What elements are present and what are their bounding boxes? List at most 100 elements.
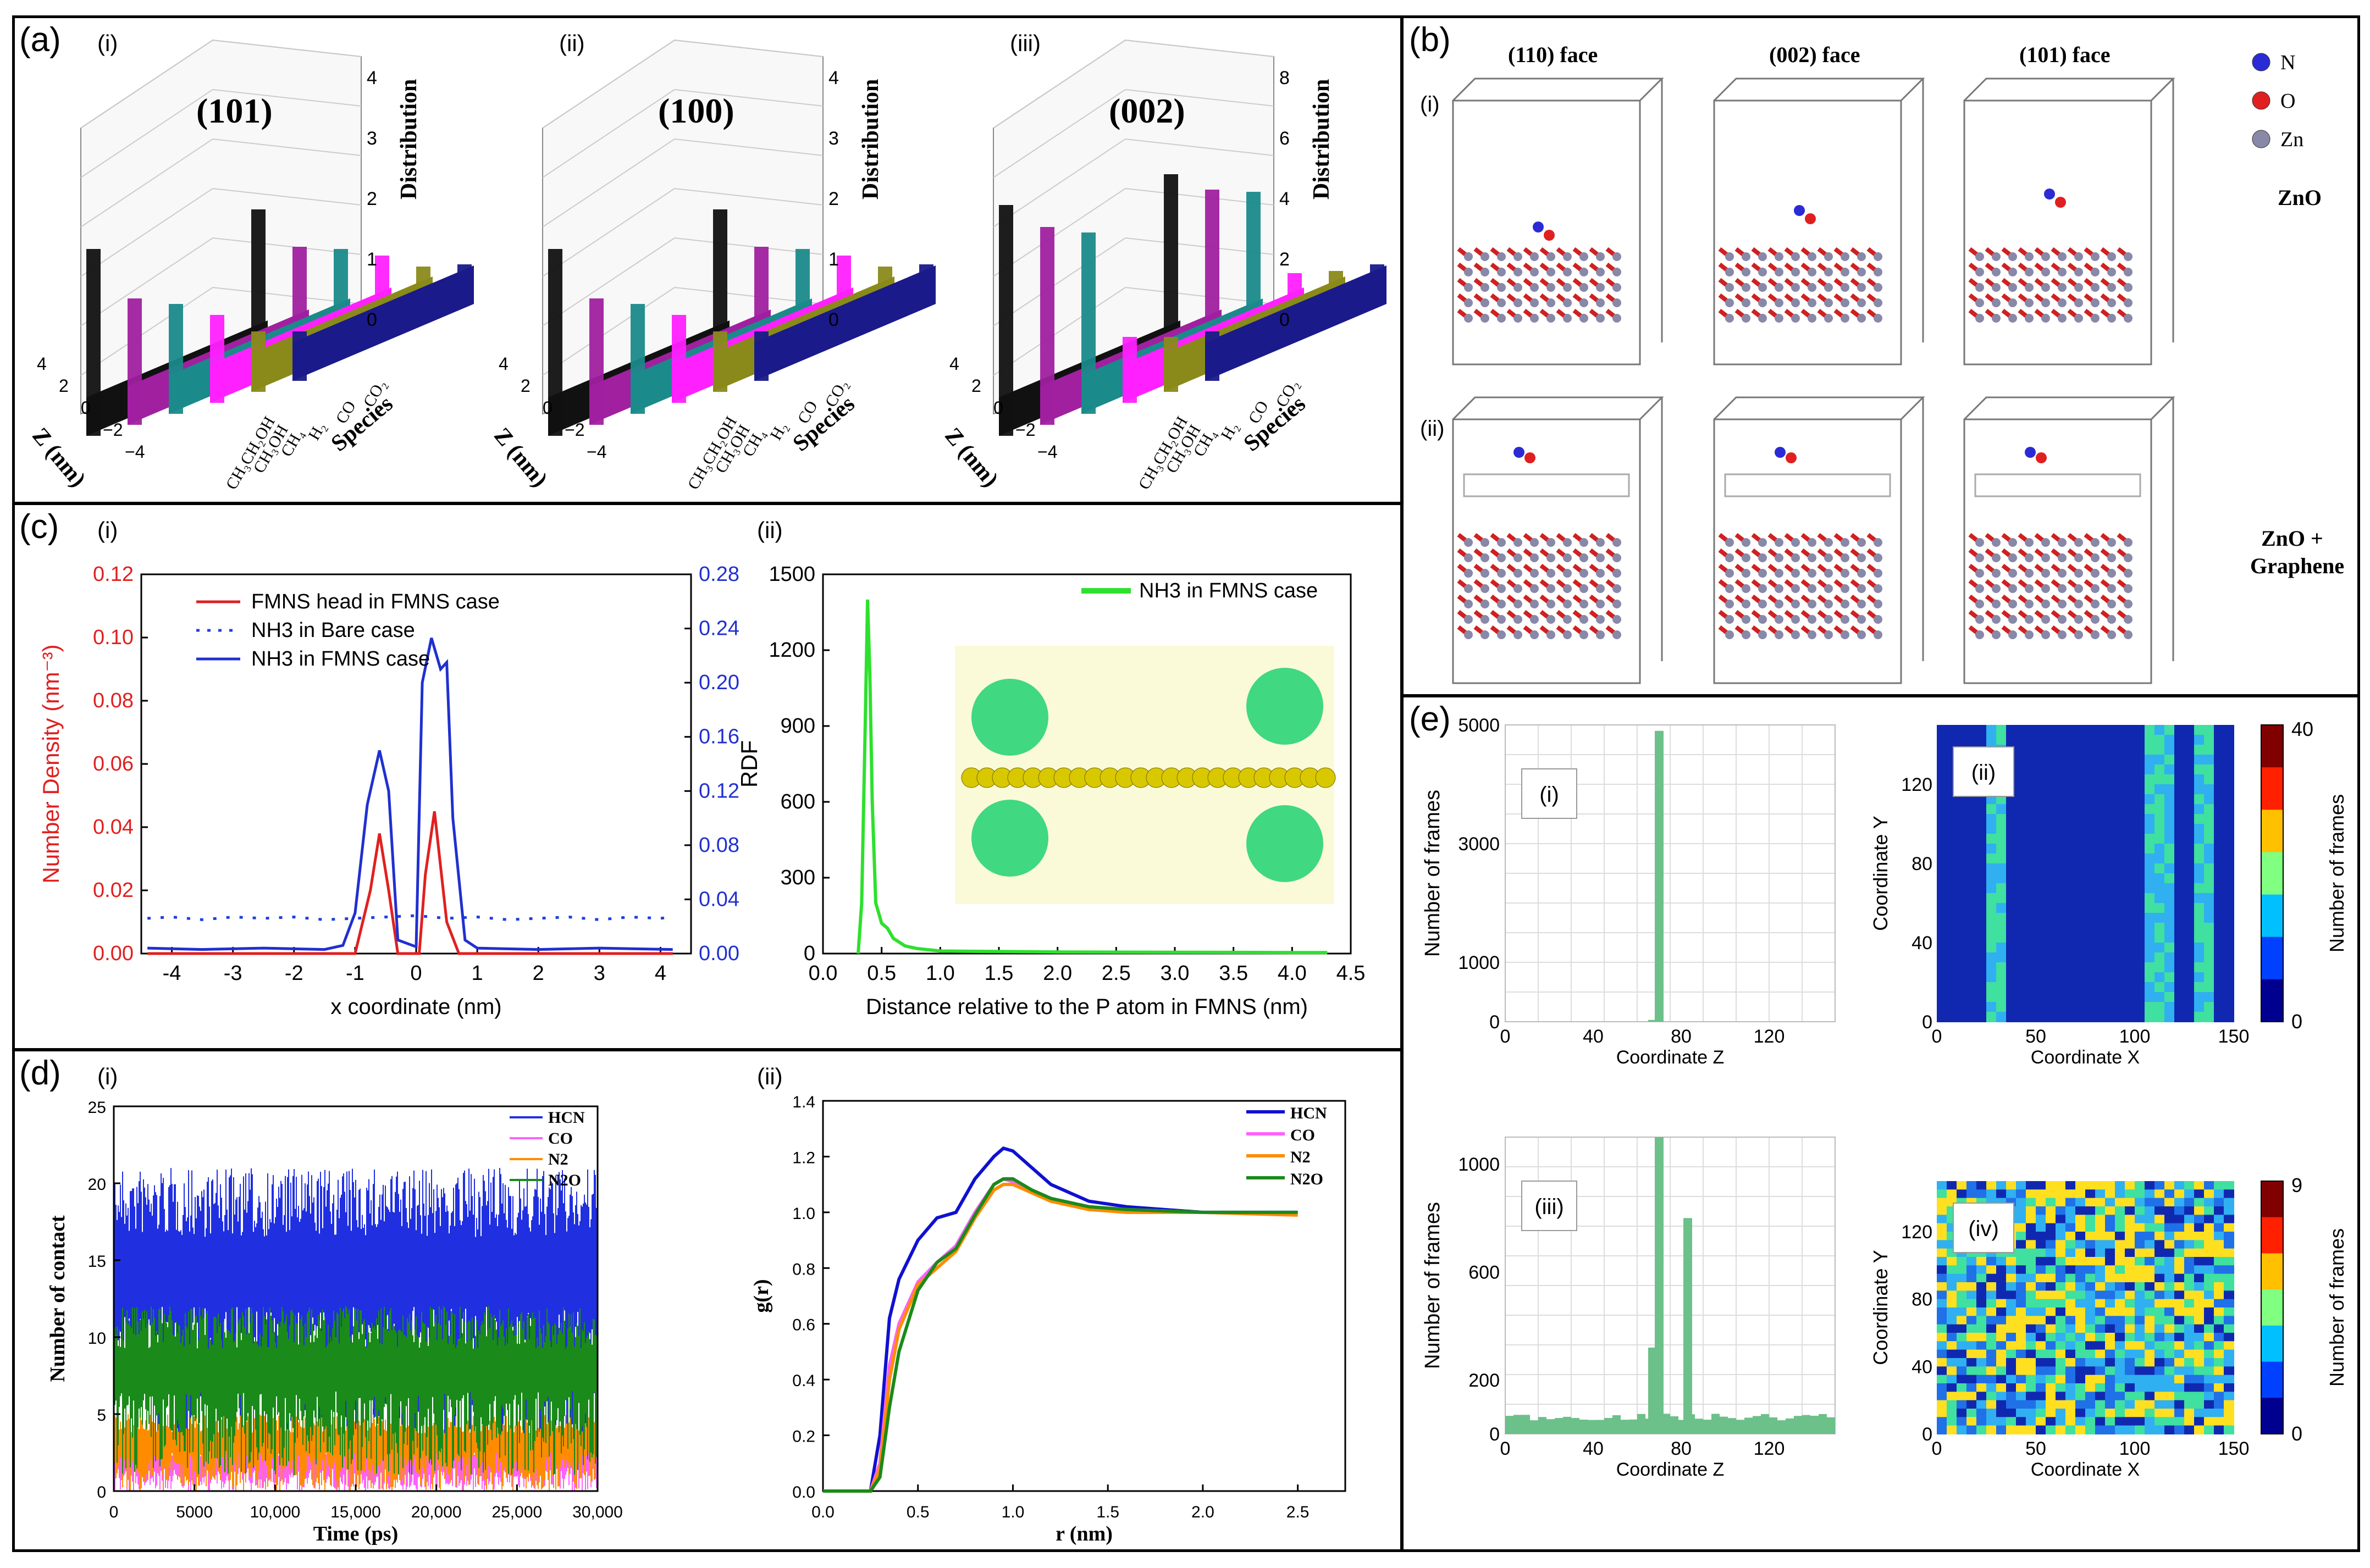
supercell-box-top-3-top	[1963, 77, 2175, 102]
zn-atom	[1497, 584, 1506, 593]
heat-cell	[1986, 854, 1997, 864]
heat-cell	[2006, 1290, 2017, 1300]
heat-cell	[1996, 1417, 2007, 1426]
heat-cell	[2115, 1316, 2125, 1325]
heat-cell	[1996, 863, 2007, 874]
heat-cell	[2095, 1290, 2106, 1300]
x-axis-label: r (nm)	[1056, 1522, 1113, 1545]
heat-cell	[2065, 903, 2076, 913]
heat-cell	[2125, 933, 2135, 943]
heat-cell	[2036, 1248, 2046, 1257]
heat-cell	[2046, 992, 2056, 1002]
heat-cell	[2115, 774, 2125, 785]
zn-atom	[1758, 553, 1767, 562]
heat-cell	[2056, 814, 2066, 824]
zn-atom	[1563, 314, 1572, 323]
heat-cell	[2075, 745, 2086, 755]
heat-cell	[2224, 962, 2234, 973]
heat-cell	[1976, 1189, 1987, 1199]
heat-cell	[2145, 1290, 2155, 1300]
zn-atom	[1857, 538, 1866, 547]
heat-cell	[2026, 814, 2036, 824]
panel-c-svg: (c) (i) (ii)-4 -3 -2 -1 0 1 2 3 40.000.020.040.060…	[19, 508, 1365, 1019]
x-tick-label: 50	[2025, 1026, 2046, 1047]
heat-cell	[2026, 1349, 2036, 1359]
heat-cell	[2056, 863, 2066, 874]
heat-cell	[2105, 952, 2115, 963]
heat-cell	[2194, 1198, 2205, 1207]
heat-cell	[2194, 1400, 2205, 1409]
heat-cell	[1966, 1012, 1977, 1022]
heat-cell	[1947, 1375, 1957, 1384]
heat-cell	[2214, 952, 2224, 963]
heat-cell	[2135, 873, 2145, 884]
heat-cell	[1976, 972, 1987, 983]
hist-bin	[1513, 1415, 1522, 1434]
hist-bin	[1662, 1414, 1670, 1434]
heat-cell	[2036, 1409, 2046, 1418]
heat-cell	[2204, 1417, 2214, 1426]
heat-cell	[2164, 745, 2175, 755]
heat-cell	[2105, 1189, 2115, 1199]
panel-b-label: (b)	[1409, 21, 1451, 59]
heat-cell	[2214, 1409, 2224, 1418]
supercell-box-bottom-2-top	[1713, 396, 1925, 420]
zn-atom	[1742, 252, 1750, 261]
x-tick-label: 3.5	[1219, 962, 1248, 985]
heat-cell	[2135, 1206, 2145, 1216]
heat-cell	[2016, 1265, 2026, 1275]
grid-line	[212, 89, 362, 107]
heat-cell	[2115, 913, 2125, 923]
heat-cell	[2145, 1358, 2155, 1367]
heat-cell	[1986, 1358, 1997, 1367]
heat-cell	[2214, 844, 2224, 854]
zn-atom	[2008, 283, 2017, 292]
heat-cell	[2125, 1002, 2135, 1012]
zn-atom	[2008, 615, 2017, 624]
heat-cell	[2046, 873, 2056, 884]
heat-cell	[2135, 923, 2145, 933]
legend-atom-Zn	[2252, 130, 2270, 148]
heat-cell	[2075, 1240, 2086, 1249]
row-label-ii: (ii)	[1420, 417, 1444, 441]
heat-cell	[2194, 913, 2205, 923]
heat-cell	[2026, 992, 2036, 1002]
heat-cell	[2154, 1181, 2165, 1190]
zn-atom	[1775, 252, 1783, 261]
heat-cell	[2085, 844, 2096, 854]
heat-cell	[2145, 1198, 2155, 1207]
heat-cell	[2184, 844, 2195, 854]
heat-cell	[2105, 1215, 2115, 1224]
heat-cell	[2115, 992, 2125, 1002]
heat-cell	[1966, 1265, 1977, 1275]
heat-cell	[2016, 854, 2026, 864]
heat-cell	[1996, 1307, 2007, 1317]
heat-cell	[2164, 903, 2175, 913]
zn-atom	[1808, 569, 1816, 578]
heat-cell	[2036, 1400, 2046, 1409]
heat-cell	[2135, 784, 2145, 795]
heat-cell	[2095, 834, 2106, 844]
zn-atom	[1546, 553, 1555, 562]
supercell-box-top-2-top	[1713, 77, 1925, 102]
zn-atom	[1579, 553, 1588, 562]
heat-cell	[2056, 804, 2066, 815]
zn-atom	[2041, 283, 2050, 292]
zn-atom	[2124, 314, 2133, 323]
heat-cell	[2046, 1316, 2056, 1325]
zn-atom	[1725, 268, 1734, 276]
heat-cell	[2115, 893, 2125, 904]
heat-cell	[2184, 1189, 2195, 1199]
heat-cell	[2095, 814, 2106, 824]
zn-atom	[1775, 630, 1783, 639]
heat-cell	[2224, 1002, 2234, 1012]
zn-atom	[1563, 615, 1572, 624]
supercell-box-top-3	[1963, 99, 2152, 365]
heat-cell	[2164, 1307, 2175, 1317]
heat-cell	[2204, 913, 2214, 923]
heat-cell	[2224, 1273, 2234, 1283]
heat-cell	[1986, 913, 1997, 923]
heat-cell	[1996, 943, 2007, 953]
series-NH3-in-FMNS-case	[147, 638, 673, 951]
heat-cell	[2016, 1349, 2026, 1359]
